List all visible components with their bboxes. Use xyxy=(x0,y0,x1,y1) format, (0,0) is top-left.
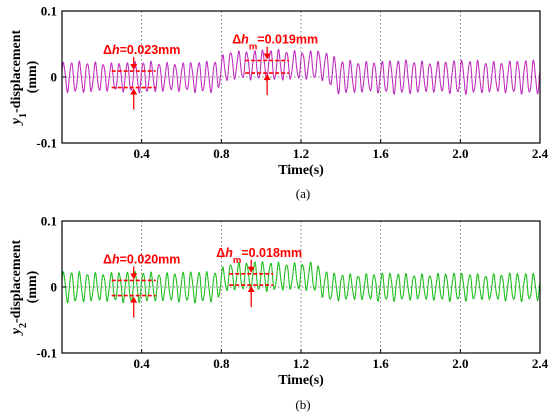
y-axis-unit: (mm) xyxy=(25,60,40,93)
annotation-label: Δhm=0.018mm xyxy=(216,246,302,266)
series-line-measured xyxy=(61,49,541,95)
x-tick-label: 1.2 xyxy=(293,146,309,161)
x-axis-label: Time(s) xyxy=(278,163,324,178)
x-tick-label: 0.4 xyxy=(134,356,151,371)
x-tick-label: 0.4 xyxy=(134,146,151,161)
annotation-arrowhead-up xyxy=(263,74,271,81)
x-axis-label: Time(s) xyxy=(278,373,324,388)
annotation-arrowhead-up xyxy=(247,286,255,293)
x-tick-label: 1.6 xyxy=(373,146,390,161)
panel-a: 0.4 0.8 1.2 1.6 2.0 2.4 -0.1 0 0.1 Time(s) y1-disp… xyxy=(9,4,549,202)
y-tick-label: -0.1 xyxy=(36,136,57,151)
y-tick-label: 0 xyxy=(51,70,58,85)
panel-caption: (b) xyxy=(295,397,310,412)
y-tick-label: 0.1 xyxy=(41,4,57,19)
panel-caption: (a) xyxy=(296,186,310,201)
y-tick-label: 0 xyxy=(51,280,58,295)
y-tick-label: -0.1 xyxy=(36,346,57,361)
x-tick-label: 1.6 xyxy=(373,356,390,371)
x-tick-label: 0.8 xyxy=(213,146,230,161)
x-tick-label: 2.0 xyxy=(452,356,468,371)
annotation-arrowhead-down xyxy=(263,53,271,60)
series-line-measured xyxy=(61,261,541,304)
annotation-arrowhead-up xyxy=(130,88,138,95)
annotation-label: Δhm=0.019mm xyxy=(232,33,318,53)
x-tick-label: 2.4 xyxy=(532,146,549,161)
annotation-label: Δh=0.020mm xyxy=(103,252,180,266)
y-axis-unit: (mm) xyxy=(25,270,40,303)
y-tick-label: 0.1 xyxy=(41,214,57,229)
annotation-arrowhead-up xyxy=(130,296,138,303)
annotation-arrowhead-down xyxy=(130,273,138,280)
x-tick-label: 2.0 xyxy=(452,146,468,161)
y-axis-label: y1-displacement xyxy=(9,29,29,126)
panel-b: 0.4 0.8 1.2 1.6 2.0 2.4 -0.1 0 0.1 Time(s) y2-disp… xyxy=(9,214,549,413)
y-axis-label: y2-displacement xyxy=(9,239,29,336)
x-tick-label: 2.4 xyxy=(532,356,549,371)
annotation-arrowhead-down xyxy=(130,64,138,71)
annotation-label: Δh=0.023mm xyxy=(103,43,180,57)
x-tick-label: 0.8 xyxy=(213,356,230,371)
x-tick-label: 1.2 xyxy=(293,356,309,371)
annotation-arrowhead-down xyxy=(247,266,255,273)
